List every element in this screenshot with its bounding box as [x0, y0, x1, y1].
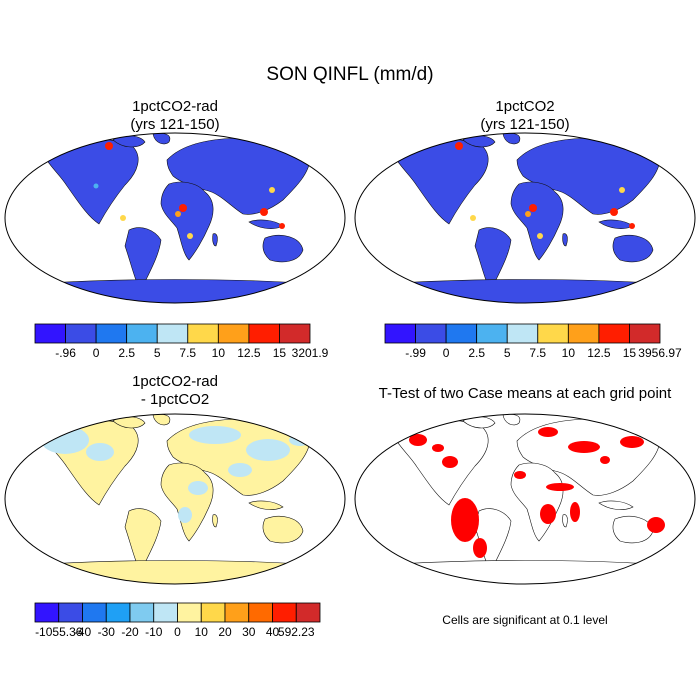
- colorbar-swatch: [384, 323, 416, 344]
- colorbar-tick-label: 10: [562, 346, 576, 360]
- colorbar-swatch: [567, 323, 600, 344]
- colorbar-swatch: [279, 323, 311, 344]
- panel1-title-line2: (yrs 121-150): [130, 116, 220, 133]
- panel4-title: T-Test of two Case means at each grid po…: [355, 385, 695, 403]
- colorbar-tick-label: 10: [195, 625, 209, 639]
- colorbar-swatch: [82, 602, 107, 623]
- colorbar-tick-label: 12.5: [587, 346, 611, 360]
- colorbar-tick-label: 40: [266, 625, 280, 639]
- colorbar-swatch: [248, 602, 273, 623]
- colorbar-tick-label: 3956.97: [638, 346, 682, 360]
- panel2-title: 1pctCO2 (yrs 121-150): [425, 98, 625, 134]
- colorbar-swatch: [224, 602, 250, 623]
- colorbar-swatch: [95, 323, 128, 344]
- colorbar-tick-label: 7.5: [179, 346, 196, 360]
- colorbar-tick-label: 592.23: [278, 625, 315, 639]
- figure-title: SON QINFL (mm/d): [266, 64, 434, 85]
- colorbar-tick-label: 15: [623, 346, 637, 360]
- colorbar-swatch: [156, 323, 189, 344]
- colorbar-swatch: [629, 323, 661, 344]
- colorbar-panel2: -.99 0 2.5 5 7.5 10 12.5 15 3956.97: [384, 323, 682, 360]
- colorbar-tick-label: 0: [443, 346, 450, 360]
- colorbar-tick-label: -.99: [405, 346, 426, 360]
- panel1-frame: [4, 132, 346, 304]
- colorbar-swatch: [58, 602, 83, 623]
- panel3-title-line2: - 1pctCO2: [140, 391, 210, 408]
- colorbar-swatch: [153, 602, 178, 623]
- panel2-title-line1: 1pctCO2: [495, 98, 555, 115]
- colorbar-tick-label: 15: [273, 346, 287, 360]
- colorbar-tick-label: 10: [212, 346, 226, 360]
- colorbar-swatch: [248, 323, 280, 344]
- colorbar-swatch: [105, 602, 131, 623]
- panel2-frame: [354, 132, 696, 304]
- panel4-significant-cells: [409, 427, 665, 558]
- colorbar-swatch: [129, 602, 155, 623]
- panel1-title: 1pctCO2-rad (yrs 121-150): [75, 98, 275, 134]
- ttest-note: Cells are significant at 0.1 level: [442, 613, 608, 627]
- colorbar-tick-label: -1055.36: [35, 625, 83, 639]
- panel3-title: 1pctCO2-rad - 1pctCO2: [75, 373, 275, 409]
- panel3-title-line1: 1pctCO2-rad: [132, 373, 218, 390]
- colorbar-panel1: -.96 0 2.5 5 7.5 10 12.5 15 3201.9: [34, 323, 329, 360]
- colorbar-tick-label: 3201.9: [292, 346, 329, 360]
- panel4-frame: [354, 413, 696, 585]
- panel1-map: [14, 133, 336, 303]
- panel4-map: [364, 414, 686, 584]
- colorbar-tick-label: 5: [154, 346, 161, 360]
- colorbar-tick-label: -30: [98, 625, 116, 639]
- colorbar-swatch: [598, 323, 630, 344]
- panel1-hotspots: [93, 139, 293, 239]
- colorbar-swatch: [177, 602, 202, 623]
- colorbar-tick-label: -10: [145, 625, 163, 639]
- colorbar-tick-label: 2.5: [118, 346, 135, 360]
- colorbar-tick-label: 0: [174, 625, 181, 639]
- colorbar-tick-label: 5: [504, 346, 511, 360]
- colorbar-tick-label: 7.5: [529, 346, 546, 360]
- colorbar-swatch: [187, 323, 219, 344]
- colorbar-swatch: [476, 323, 508, 344]
- colorbar-swatch: [65, 323, 97, 344]
- colorbar-swatch: [537, 323, 569, 344]
- colorbar-tick-label: 0: [93, 346, 100, 360]
- colorbar-swatch: [506, 323, 539, 344]
- colorbar-swatch: [445, 323, 478, 344]
- colorbar-tick-label: 20: [218, 625, 232, 639]
- colorbar-swatch: [126, 323, 158, 344]
- colorbar-swatch: [200, 602, 226, 623]
- colorbar-swatch: [272, 602, 297, 623]
- colorbar-tick-label: -40: [74, 625, 92, 639]
- panel4-title-line1: T-Test of two Case means at each grid po…: [378, 385, 672, 402]
- colorbar-tick-label: 12.5: [237, 346, 261, 360]
- colorbar-swatch: [415, 323, 447, 344]
- colorbar-swatch: [34, 323, 66, 344]
- colorbar-tick-label: 30: [242, 625, 256, 639]
- colorbar-tick-label: -20: [121, 625, 139, 639]
- colorbar-swatch: [295, 602, 321, 623]
- panel3-frame: [4, 413, 346, 585]
- colorbar-swatch: [217, 323, 250, 344]
- panel2-title-line2: (yrs 121-150): [480, 116, 570, 133]
- panel1-title-line1: 1pctCO2-rad: [132, 98, 218, 115]
- colorbar-tick-label: 2.5: [468, 346, 485, 360]
- colorbar-swatch: [34, 602, 60, 623]
- colorbar-tick-label: -.96: [55, 346, 76, 360]
